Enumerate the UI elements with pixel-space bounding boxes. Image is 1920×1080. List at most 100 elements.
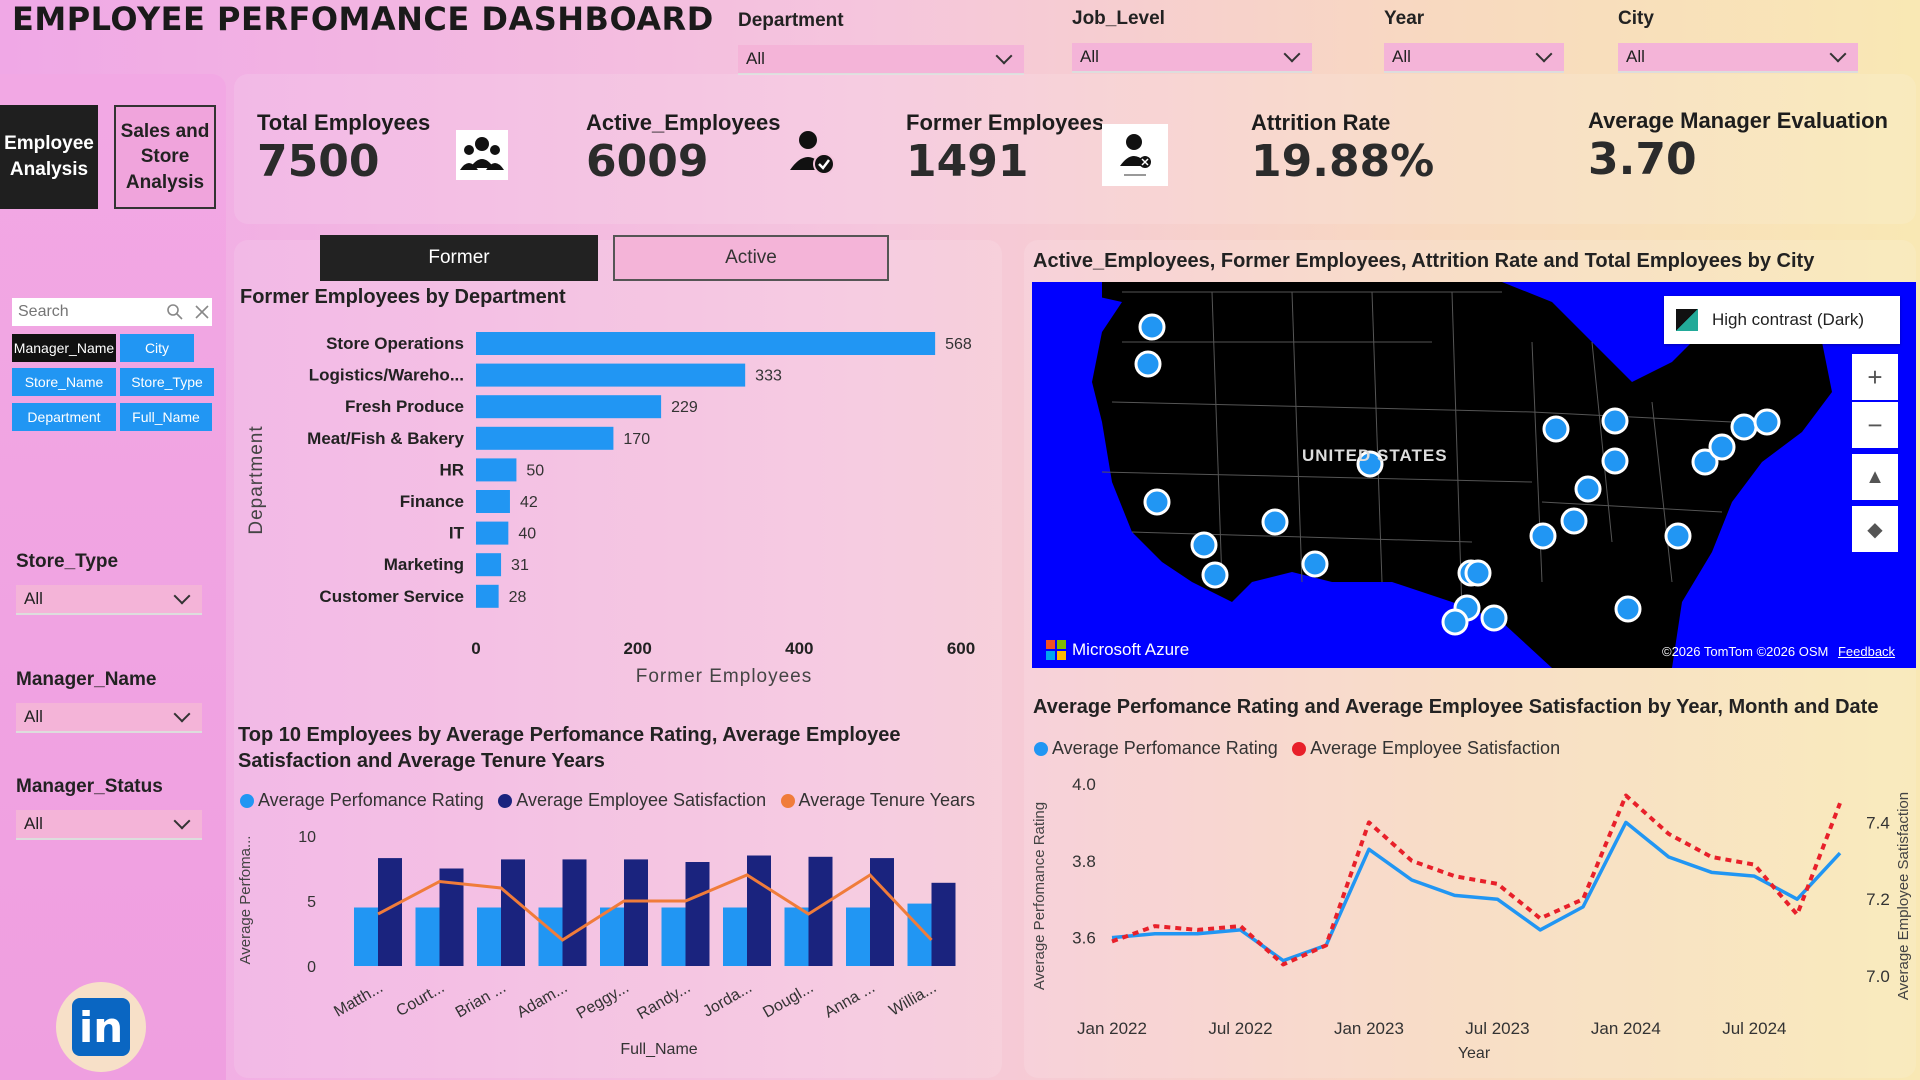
- close-icon[interactable]: [194, 304, 210, 320]
- bar[interactable]: [476, 490, 510, 513]
- job-level-dropdown[interactable]: All: [1072, 43, 1312, 73]
- city-marker[interactable]: [1708, 433, 1736, 461]
- city-marker[interactable]: [1356, 450, 1384, 478]
- nav-employee-analysis-button[interactable]: Employee Analysis: [0, 105, 98, 209]
- year-dropdown[interactable]: All: [1384, 43, 1564, 73]
- city-marker[interactable]: [1261, 508, 1289, 536]
- state-border: [1371, 291, 1383, 583]
- bar-satisfaction[interactable]: [624, 859, 648, 966]
- city-marker[interactable]: [1614, 595, 1642, 623]
- linkedin-link[interactable]: in: [56, 982, 146, 1072]
- city-map[interactable]: UNITED STATES High contrast (Dark) + − ▲…: [1032, 282, 1916, 668]
- bar-performance[interactable]: [477, 907, 501, 967]
- zoom-in-button[interactable]: +: [1852, 354, 1898, 400]
- bar-performance[interactable]: [415, 907, 440, 967]
- tenure-line[interactable]: [377, 873, 933, 942]
- bar-satisfaction[interactable]: [562, 859, 587, 966]
- page-title: EMPLOYEE PERFOMANCE DASHBOARD: [12, 0, 714, 38]
- field-chip[interactable]: Manager_Name: [12, 334, 116, 362]
- zoom-out-button[interactable]: −: [1852, 402, 1898, 448]
- legend-label: Average Tenure Years: [798, 790, 976, 810]
- map-style-label: High contrast (Dark): [1712, 310, 1865, 329]
- tilt-button[interactable]: ▲: [1852, 454, 1898, 500]
- x-tick-label: Anna ...: [822, 979, 878, 1021]
- map-canvas[interactable]: [1032, 282, 1916, 668]
- bar-performance[interactable]: [846, 907, 870, 967]
- bar[interactable]: [476, 363, 746, 387]
- city-marker[interactable]: [1730, 413, 1758, 441]
- satisfaction-line[interactable]: [1111, 793, 1842, 967]
- bar[interactable]: [476, 426, 614, 450]
- legend-item[interactable]: Average Perfomance Rating: [1034, 738, 1278, 758]
- nav-sales-store-button[interactable]: Sales and Store Analysis: [114, 105, 216, 209]
- bar-performance[interactable]: [354, 907, 378, 967]
- bar[interactable]: [476, 521, 509, 545]
- field-chip[interactable]: City: [120, 334, 194, 362]
- category-label: Fresh Produce: [345, 397, 464, 416]
- city-marker[interactable]: [1664, 522, 1692, 550]
- map-style-button[interactable]: High contrast (Dark): [1664, 296, 1900, 344]
- city-marker[interactable]: [1138, 313, 1166, 341]
- data-label: 170: [623, 431, 650, 448]
- performance-line[interactable]: [1111, 820, 1842, 963]
- legend-item[interactable]: Average Employee Satisfaction: [498, 790, 766, 810]
- department-dropdown[interactable]: All: [738, 45, 1024, 75]
- city-marker[interactable]: [1691, 448, 1719, 476]
- store-type-dropdown[interactable]: All: [16, 585, 202, 615]
- city-marker[interactable]: [1134, 350, 1162, 378]
- bar[interactable]: [476, 458, 517, 482]
- bar[interactable]: [476, 332, 936, 355]
- city-marker[interactable]: [1529, 522, 1557, 550]
- bar-performance[interactable]: [661, 907, 686, 967]
- legend-item[interactable]: Average Employee Satisfaction: [1292, 738, 1560, 758]
- map-feedback-link[interactable]: Feedback: [1837, 644, 1896, 659]
- manager-name-dropdown[interactable]: All: [16, 703, 202, 733]
- bar-satisfaction[interactable]: [501, 859, 525, 966]
- search-input[interactable]: [18, 303, 158, 321]
- city-marker[interactable]: [1201, 561, 1229, 589]
- city-marker[interactable]: [1542, 415, 1570, 443]
- manager-status-dropdown[interactable]: All: [16, 810, 202, 840]
- field-chip[interactable]: Department: [12, 403, 116, 431]
- x-tick-label: Jul 2022: [1208, 1019, 1272, 1038]
- filter-label: Store_Type: [16, 551, 119, 572]
- bar-performance[interactable]: [723, 907, 747, 967]
- search-icon[interactable]: [166, 303, 184, 321]
- bar-satisfaction[interactable]: [931, 882, 956, 966]
- legend-item[interactable]: Average Tenure Years: [780, 790, 976, 810]
- city-marker[interactable]: [1560, 507, 1588, 535]
- city-marker[interactable]: [1574, 475, 1602, 503]
- chevron-down-icon: [173, 587, 191, 605]
- bar[interactable]: [476, 584, 499, 608]
- legend-label: Average Perfomance Rating: [1052, 738, 1278, 758]
- bar-satisfaction[interactable]: [870, 858, 894, 966]
- city-marker[interactable]: [1441, 608, 1469, 636]
- city-dropdown[interactable]: All: [1618, 43, 1858, 73]
- y-right-tick-label: 7.2: [1866, 890, 1890, 909]
- active-toggle-button[interactable]: Active: [613, 235, 889, 281]
- bar-satisfaction[interactable]: [685, 862, 710, 966]
- field-chip[interactable]: Store_Type: [120, 368, 214, 396]
- bar-performance[interactable]: [600, 907, 624, 967]
- category-label: Meat/Fish & Bakery: [307, 429, 464, 448]
- city-marker[interactable]: [1301, 550, 1329, 578]
- bar-performance[interactable]: [784, 907, 809, 967]
- city-marker[interactable]: [1190, 531, 1218, 559]
- kpi-label: Total Employees: [257, 110, 431, 135]
- former-toggle-button[interactable]: Former: [320, 235, 598, 281]
- city-marker[interactable]: [1601, 407, 1629, 435]
- bar[interactable]: [476, 395, 662, 419]
- chevron-down-icon: [173, 705, 191, 723]
- field-chip[interactable]: Store_Name: [12, 368, 116, 396]
- city-marker[interactable]: [1601, 447, 1629, 475]
- city-marker[interactable]: [1480, 604, 1508, 632]
- city-marker[interactable]: [1143, 488, 1171, 516]
- field-chip[interactable]: Full_Name: [120, 403, 212, 431]
- state-border: [1651, 401, 1673, 583]
- bar[interactable]: [476, 553, 502, 577]
- bar-satisfaction[interactable]: [747, 855, 771, 967]
- legend-item[interactable]: Average Perfomance Rating: [240, 790, 484, 810]
- city-marker[interactable]: [1464, 559, 1492, 587]
- compass-button[interactable]: ◆: [1852, 506, 1898, 552]
- city-marker[interactable]: [1753, 408, 1781, 436]
